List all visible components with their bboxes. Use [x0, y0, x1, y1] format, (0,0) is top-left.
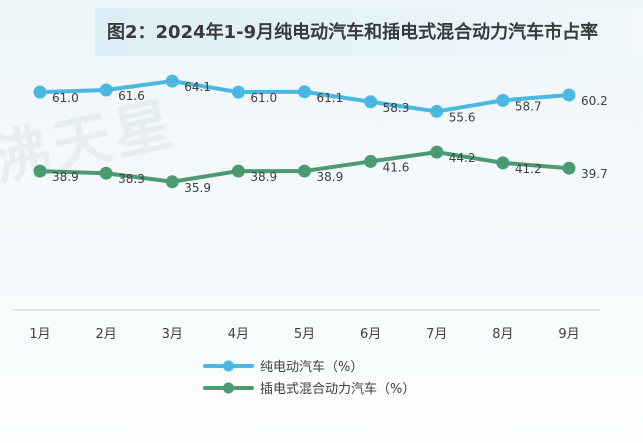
data-point-1 [562, 161, 576, 175]
x-tick-label: 2月 [95, 327, 116, 342]
data-point-0 [99, 83, 113, 97]
data-label-1: 38.9 [52, 170, 79, 184]
x-tick-label: 9月 [558, 327, 579, 342]
data-point-0 [364, 95, 378, 109]
data-point-0 [430, 104, 444, 118]
data-label-0: 61.0 [250, 91, 277, 105]
title-band [95, 8, 643, 56]
data-point-1 [496, 156, 510, 170]
data-label-0: 58.7 [515, 99, 542, 113]
x-tick-label: 5月 [294, 327, 315, 342]
legend-entry-0: 纯电动汽车（%） [260, 359, 363, 375]
data-point-0 [496, 93, 510, 107]
x-tick-label: 3月 [162, 327, 183, 342]
data-point-1 [364, 154, 378, 168]
chart-title: 图2：2024年1-9月纯电动汽车和插电式混合动力汽车市占率 [107, 22, 599, 43]
data-point-1 [298, 164, 311, 178]
data-label-1: 38.3 [118, 172, 145, 186]
data-label-0: 60.2 [581, 94, 608, 108]
data-point-0 [562, 88, 576, 102]
data-point-0 [165, 74, 179, 88]
data-label-1: 41.2 [515, 162, 542, 176]
data-point-1 [33, 164, 47, 178]
x-tick-label: 8月 [492, 327, 513, 342]
data-label-0: 64.1 [184, 80, 211, 94]
data-label-1: 35.9 [184, 181, 211, 195]
legend-entry-1: 插电式混合动力汽车（%） [260, 381, 415, 397]
data-label-1: 41.6 [383, 160, 410, 174]
data-label-1: 38.9 [317, 170, 344, 184]
data-point-0 [298, 85, 311, 99]
data-label-1: 39.7 [581, 167, 608, 181]
data-label-1: 44.2 [449, 151, 476, 165]
data-point-1 [99, 166, 113, 180]
data-point-1 [231, 164, 245, 178]
data-label-0: 61.6 [118, 89, 145, 103]
data-label-0: 58.3 [383, 101, 410, 115]
data-label-0: 61.0 [52, 91, 79, 105]
x-tick-label: 4月 [228, 327, 249, 342]
legend-marker-0 [223, 360, 234, 372]
data-point-1 [165, 175, 179, 189]
data-label-0: 61.1 [317, 91, 344, 105]
data-point-0 [231, 85, 245, 99]
x-tick-label: 6月 [360, 327, 381, 342]
x-tick-label: 1月 [29, 327, 50, 342]
x-tick-label: 7月 [426, 327, 447, 342]
data-point-0 [33, 85, 47, 99]
legend-marker-1 [223, 382, 234, 394]
data-label-1: 38.9 [250, 170, 277, 184]
data-label-0: 55.6 [449, 110, 476, 124]
data-point-1 [430, 145, 444, 159]
